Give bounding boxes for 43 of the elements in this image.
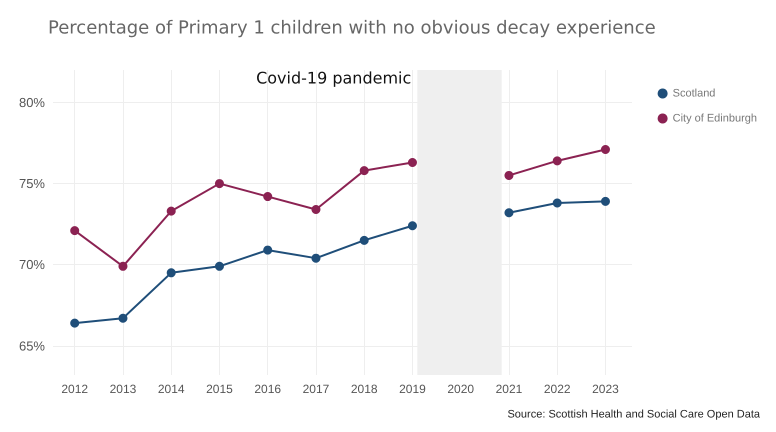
x-tick-label: 2012 xyxy=(61,382,88,396)
point xyxy=(600,144,610,154)
point xyxy=(166,206,176,216)
y-tick-label: 75% xyxy=(18,176,46,192)
x-tick-label: 2019 xyxy=(399,382,426,396)
point xyxy=(408,158,417,167)
point xyxy=(214,262,224,271)
x-tick-label: 2017 xyxy=(302,382,330,396)
x-tick-label: 2022 xyxy=(544,382,571,396)
x-tick-label: 2021 xyxy=(496,382,523,396)
point xyxy=(360,236,369,245)
point xyxy=(311,205,320,214)
source-note: Source: Scottish Health and Social Care Open Data xyxy=(507,408,761,420)
x-tick-label: 2018 xyxy=(350,382,378,396)
point xyxy=(504,170,514,180)
y-tick-label: 70% xyxy=(18,257,46,272)
point xyxy=(600,196,610,206)
point xyxy=(504,208,514,218)
point xyxy=(263,192,272,202)
chart-title: Percentage of Primary 1 children with no obvious decay experience xyxy=(48,18,656,38)
point xyxy=(360,166,369,176)
point xyxy=(552,198,562,208)
point xyxy=(311,254,320,263)
legend-label: Scotland xyxy=(672,88,716,100)
point xyxy=(166,268,176,278)
x-tick-label: 2015 xyxy=(206,382,234,396)
point xyxy=(263,246,272,255)
y-tick-label: 65% xyxy=(18,338,46,354)
y-tick-label: 80% xyxy=(18,94,46,110)
point xyxy=(70,226,80,236)
point xyxy=(214,179,224,188)
x-tick-label: 2013 xyxy=(110,382,137,396)
point xyxy=(70,318,80,328)
point xyxy=(118,262,128,271)
x-tick-label: 2016 xyxy=(254,382,282,396)
x-tick-label: 2014 xyxy=(158,382,185,396)
x-tick-label: 2020 xyxy=(447,382,474,396)
legend-label: City of Edinburgh xyxy=(672,112,758,124)
point xyxy=(552,156,562,166)
x-tick-label: 2023 xyxy=(592,382,620,396)
point xyxy=(118,314,128,323)
band-label: Covid-19 pandemic xyxy=(256,68,412,88)
point xyxy=(408,221,417,230)
